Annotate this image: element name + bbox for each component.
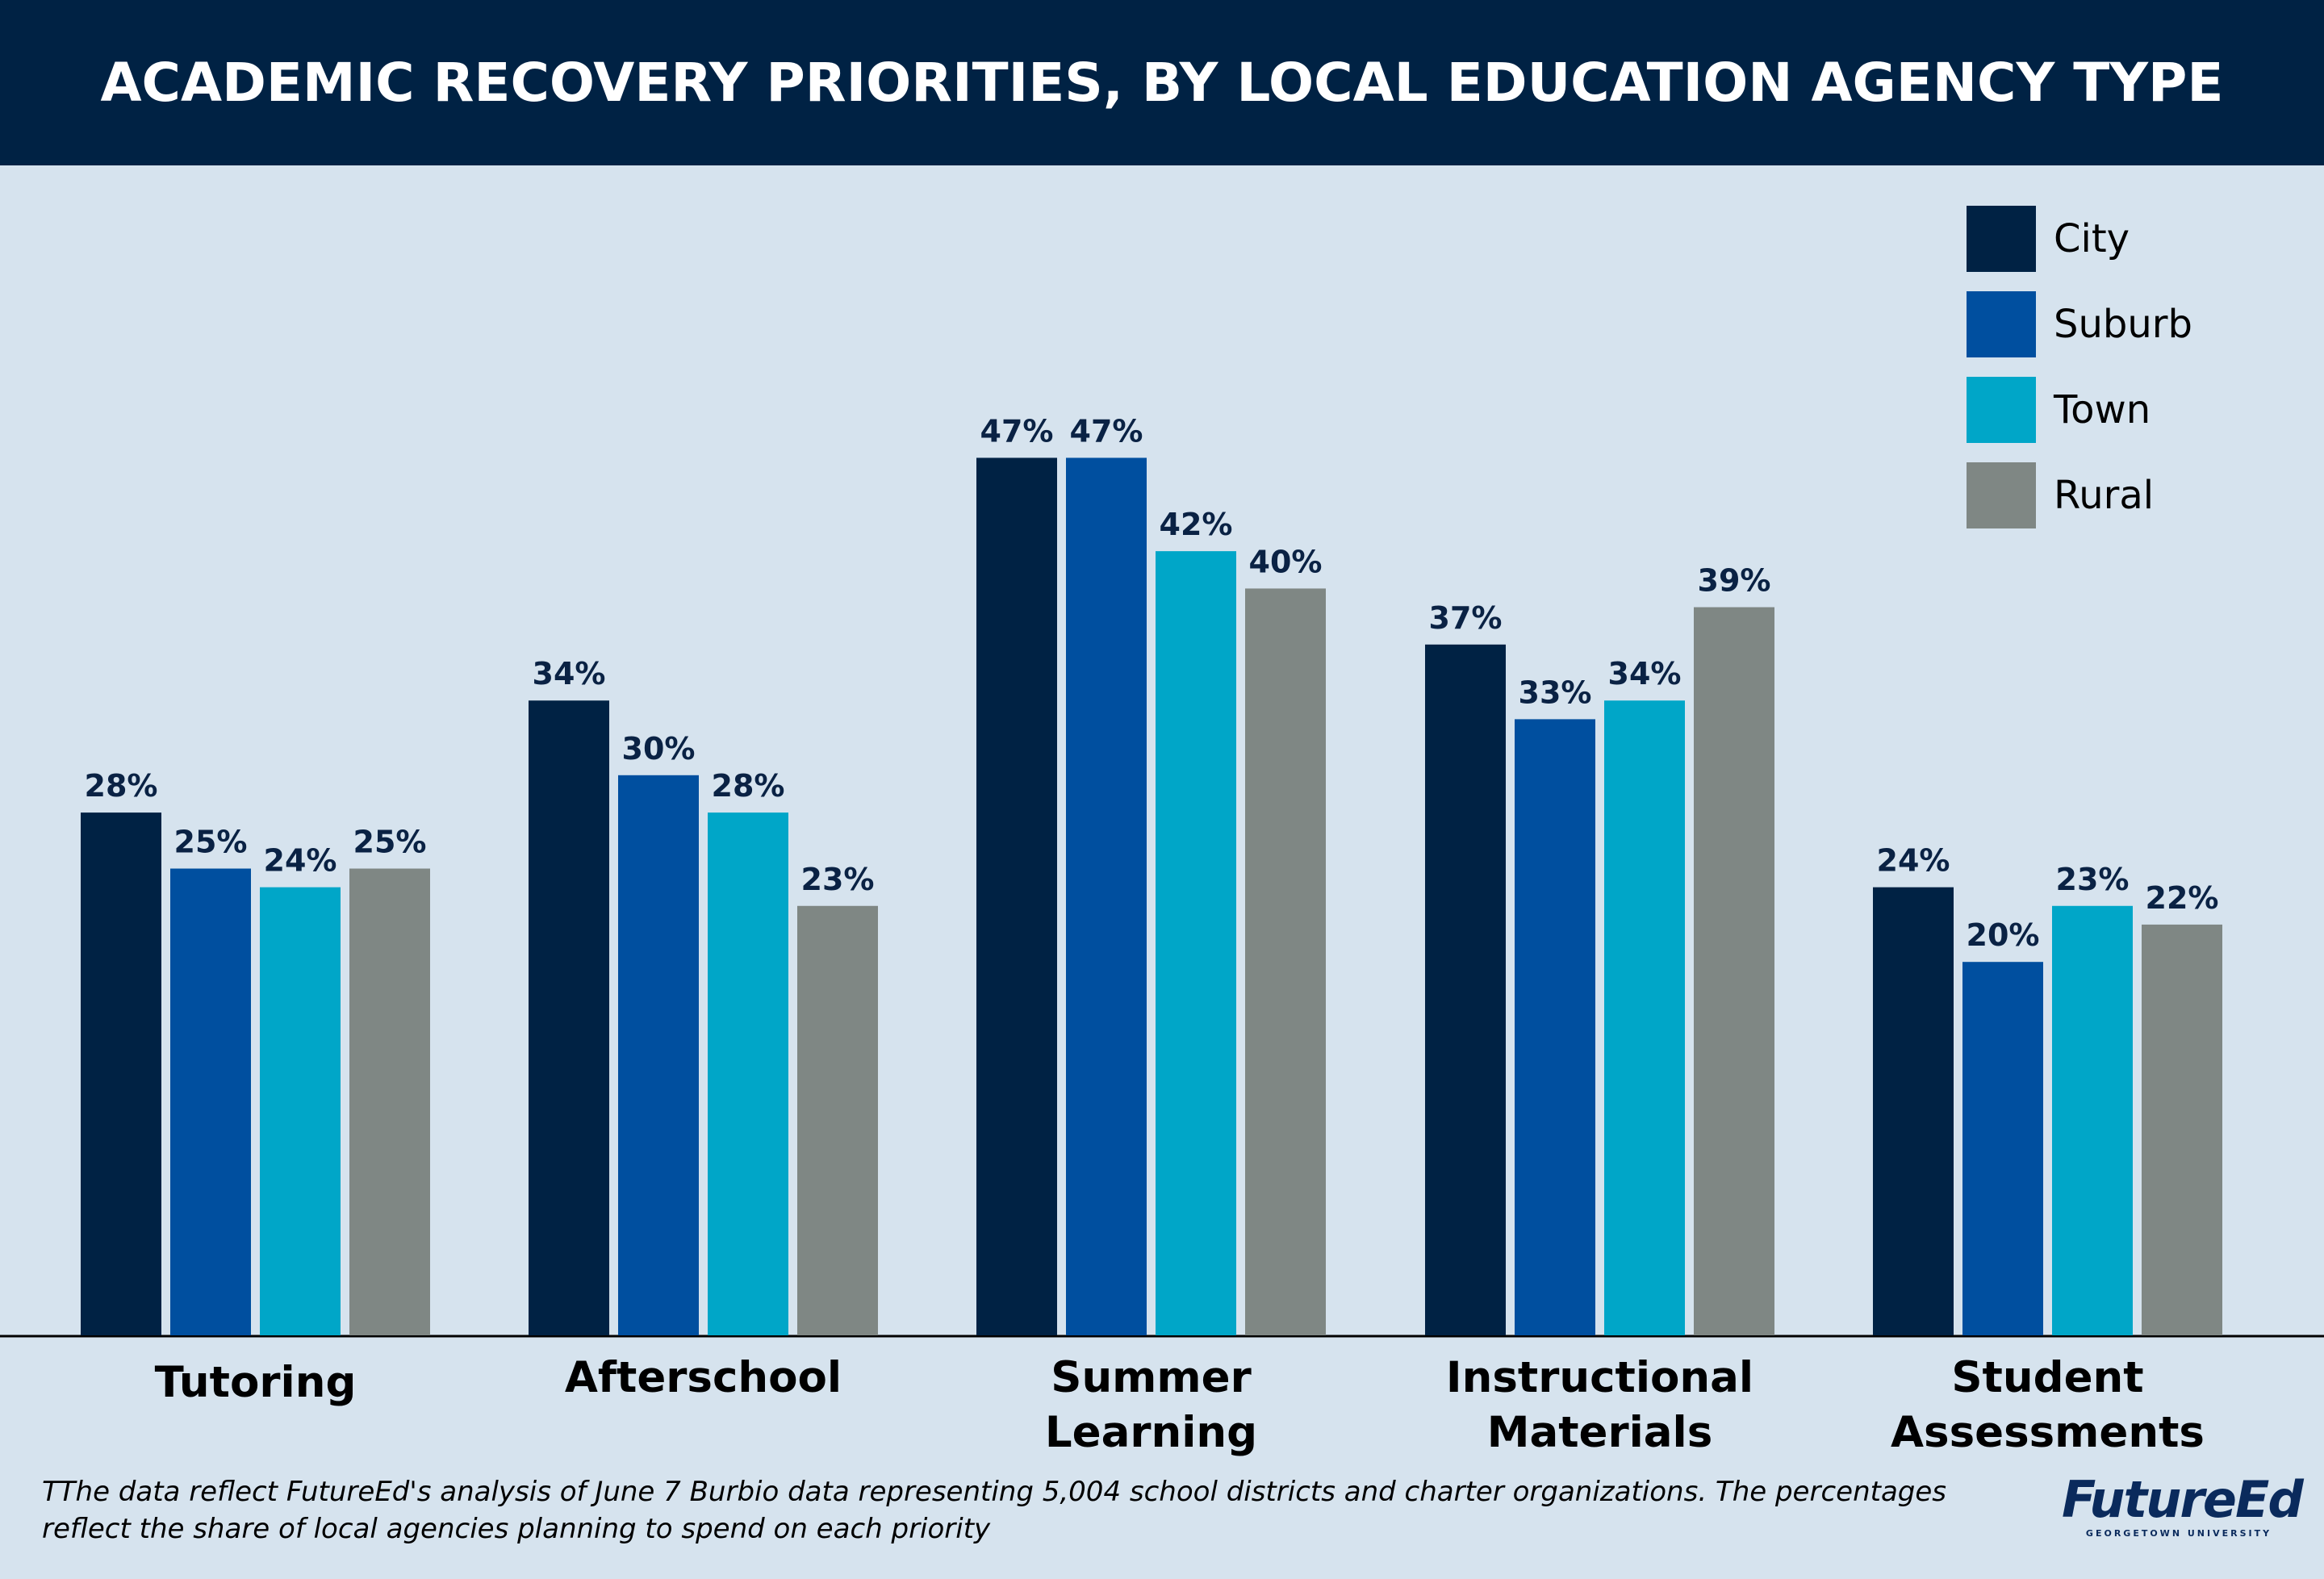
bar-city-4 (1873, 887, 1954, 1335)
bar-suburb-3 (1515, 719, 1595, 1335)
legend-swatch (1967, 377, 2036, 443)
category-label-line: Summer (1051, 1353, 1252, 1402)
data-label-suburb-0: 25% (174, 825, 248, 860)
category-label-1: Afterschool (526, 1351, 881, 1406)
data-label-suburb-1: 30% (622, 731, 696, 767)
data-label-suburb-4: 20% (1967, 917, 2040, 953)
category-label-line: Learning (1044, 1408, 1258, 1457)
bar-city-2 (976, 457, 1057, 1336)
data-label-town-3: 34% (1608, 656, 1682, 691)
legend-item-town: Town (1967, 377, 2257, 443)
bar-city-3 (1425, 644, 1506, 1335)
futureed-logo: FutureEd GEORGETOWN UNIVERSITY (2062, 1470, 2304, 1539)
bar-town-1 (708, 812, 788, 1335)
data-label-city-1: 34% (533, 656, 606, 691)
logo-name: FutureEd (2062, 1470, 2304, 1529)
bar-town-4 (2052, 905, 2133, 1335)
data-label-rural-1: 23% (801, 862, 875, 897)
bar-rural-0 (349, 868, 430, 1335)
bar-rural-4 (2142, 924, 2222, 1335)
legend-label: Suburb (2054, 302, 2192, 347)
legend-swatch (1967, 206, 2036, 272)
category-label-line: Instructional (1445, 1353, 1754, 1402)
bar-suburb-4 (1962, 962, 2043, 1335)
data-label-town-2: 42% (1160, 507, 1233, 542)
data-label-city-3: 37% (1429, 600, 1503, 636)
category-label-line: Materials (1486, 1408, 1713, 1457)
bar-suburb-2 (1066, 457, 1147, 1336)
data-label-rural-4: 22% (2146, 880, 2219, 916)
data-label-city-2: 47% (980, 413, 1054, 449)
data-label-suburb-2: 47% (1070, 413, 1143, 449)
category-label-4: Student Assessments (1870, 1351, 2226, 1460)
data-label-suburb-3: 33% (1519, 675, 1592, 710)
bar-town-2 (1156, 551, 1236, 1335)
data-label-town-0: 24% (264, 843, 337, 879)
chart-header: ACADEMIC RECOVERY PRIORITIES, BY LOCAL E… (0, 0, 2324, 165)
chart-title: ACADEMIC RECOVERY PRIORITIES, BY LOCAL E… (100, 52, 2224, 114)
category-label-3: Instructional Materials (1423, 1351, 1778, 1460)
category-label-2: Summer Learning (974, 1351, 1329, 1460)
category-label-line: Student (1951, 1353, 2144, 1402)
legend-swatch (1967, 462, 2036, 528)
legend-label: City (2054, 216, 2130, 261)
bar-rural-1 (797, 905, 878, 1335)
bar-rural-2 (1245, 588, 1326, 1335)
data-label-rural-2: 40% (1249, 544, 1323, 579)
data-label-rural-3: 39% (1698, 563, 1771, 599)
legend-label: Rural (2054, 473, 2155, 518)
category-label-0: Tutoring (78, 1356, 433, 1410)
legend-label: Town (2054, 387, 2151, 432)
legend-swatch (1967, 291, 2036, 357)
bar-suburb-0 (170, 868, 251, 1335)
bar-rural-3 (1694, 607, 1774, 1335)
category-label-line: Tutoring (154, 1358, 357, 1407)
legend-item-city: City (1967, 206, 2257, 272)
bar-suburb-1 (618, 775, 699, 1335)
data-label-town-4: 23% (2056, 862, 2130, 897)
data-label-rural-0: 25% (353, 825, 427, 860)
data-label-town-1: 28% (712, 768, 785, 804)
legend-item-rural: Rural (1967, 462, 2257, 528)
footnote: TThe data reflect FutureEd's analysis of… (42, 1476, 1946, 1545)
bar-city-0 (81, 812, 161, 1335)
data-label-city-4: 24% (1877, 843, 1950, 879)
category-label-line: Afterschool (564, 1353, 842, 1402)
legend-item-suburb: Suburb (1967, 291, 2257, 357)
bar-city-1 (529, 700, 609, 1335)
logo-subtitle: GEORGETOWN UNIVERSITY (2085, 1528, 2272, 1539)
category-label-line: Assessments (1891, 1408, 2205, 1457)
bar-town-0 (260, 887, 341, 1335)
legend: City Suburb Town Rural (1967, 206, 2257, 548)
data-label-city-0: 28% (85, 768, 158, 804)
bar-town-3 (1604, 700, 1685, 1335)
